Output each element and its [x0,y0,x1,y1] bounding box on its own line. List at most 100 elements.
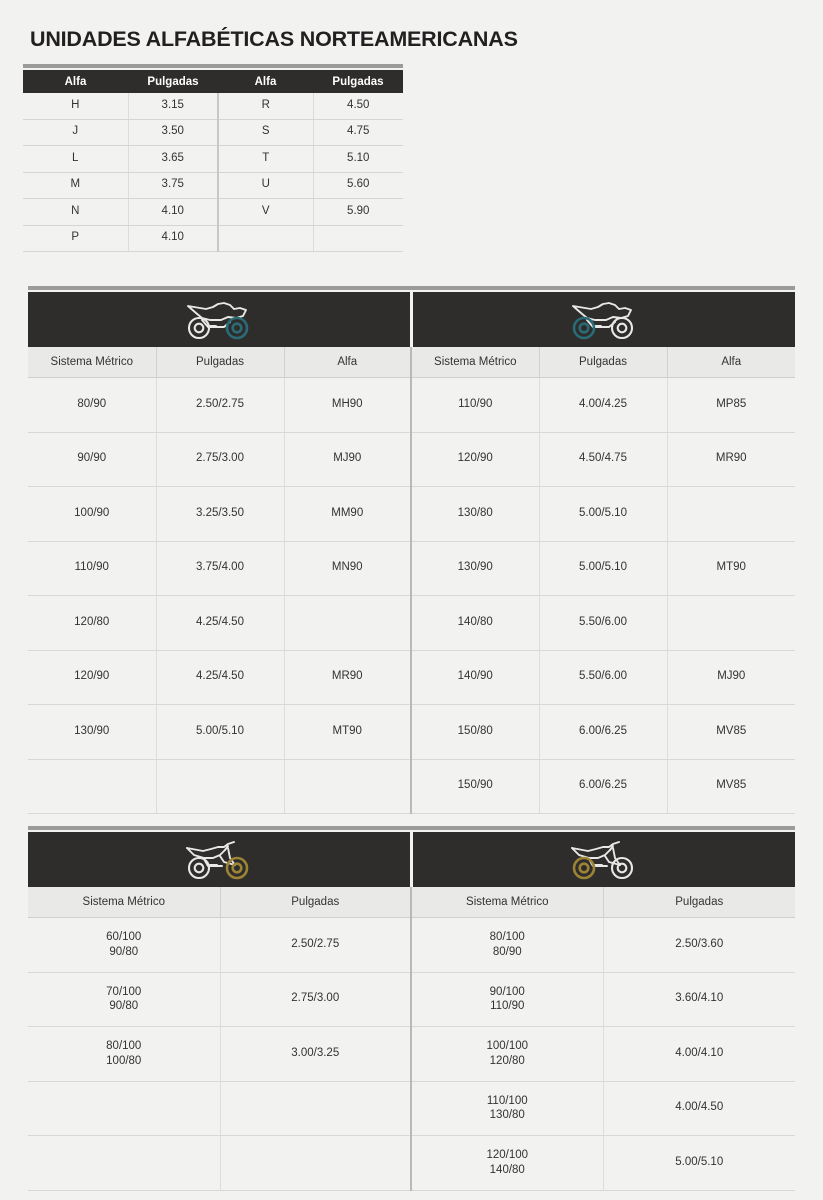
col-header-pulgadas-right: Pulgadas [539,347,668,378]
cell-pulgadas: 3.65 [128,145,219,173]
cell-pulgadas: 4.75 [313,119,403,146]
cell-sistema-metrico: 130/80 [411,486,540,542]
cell-pulgadas: 3.60/4.10 [603,972,795,1027]
cell-alfa: MM90 [284,486,412,542]
cell-pulgadas [156,759,285,814]
cell-alfa: J [23,119,129,146]
cell-sistema-metrico: 80/100 100/80 [28,1026,221,1082]
cell-pulgadas: 5.00/5.10 [539,486,668,542]
cell-sistema-metrico: 150/90 [411,759,540,814]
cell-pulgadas [220,1135,412,1191]
cell-pulgadas: 4.00/4.25 [539,377,668,433]
cell-sistema-metrico: 110/100 130/80 [411,1081,604,1136]
table-row: 100/90 3.25/3.50 MM90 130/80 5.00/5.10 [28,486,795,542]
motorcycle-sport-rear-wheel-icon [28,292,411,347]
cell-sistema-metrico [28,1135,221,1191]
table-row: 60/100 90/80 2.50/2.75 80/100 80/90 2.50/3… [28,917,795,973]
sub-header-row: Sistema Métrico Pulgadas Alfa Sistema Mé… [28,347,795,378]
table-row: 110/100 130/80 4.00/4.50 [28,1081,795,1136]
street-bike-table: Sistema Métrico Pulgadas Alfa Sistema Mé… [28,292,795,814]
table-row: P 4.10 [23,225,403,252]
cell-pulgadas: 6.00/6.25 [539,704,668,760]
table-row: L 3.65 T 5.10 [23,145,403,173]
cell-pulgadas: 6.00/6.25 [539,759,668,814]
icon-header-row [28,832,795,887]
cell-sistema-metrico: 130/90 [411,541,540,596]
cell-alfa: H [23,93,129,120]
col-header-sistema-metrico-left: Sistema Métrico [28,887,221,918]
cell-alfa: MR90 [667,432,795,487]
dirt-table-top-rule [28,826,795,830]
cell-sistema-metrico: 80/90 [28,377,157,433]
cell-sistema-metrico: 120/80 [28,595,157,651]
cell-alfa: MN90 [284,541,412,596]
table-row: N 4.10 V 5.90 [23,198,403,226]
col-header-pulgadas-left: Pulgadas [220,887,412,918]
table-row: 120/100 140/80 5.00/5.10 [28,1135,795,1191]
cell-sistema-metrico: 150/80 [411,704,540,760]
cell-alfa: M [23,172,129,199]
alpha-units-table: Alfa Pulgadas Alfa Pulgadas H 3.15 R 4.5… [23,70,403,252]
col-header-alfa-left: Alfa [284,347,412,378]
sub-header-row: Sistema Métrico Pulgadas Sistema Métrico… [28,887,795,918]
dirt-table-body: 60/100 90/80 2.50/2.75 80/100 80/90 2.50/3… [28,917,795,1191]
table-row: 80/90 2.50/2.75 MH90 110/90 4.00/4.25 MP… [28,377,795,433]
cell-sistema-metrico: 60/100 90/80 [28,917,221,973]
table-row: 130/90 5.00/5.10 MT90 150/80 6.00/6.25 M… [28,704,795,760]
cell-alfa [284,759,412,814]
cell-alfa: MV85 [667,704,795,760]
cell-alfa: MP85 [667,377,795,433]
table-row: 120/90 4.25/4.50 MR90 140/90 5.50/6.00 M… [28,650,795,705]
street-table-top-rule [28,286,795,290]
table-row: 120/80 4.25/4.50 140/80 5.50/6.00 [28,595,795,651]
cell-sistema-metrico: 120/100 140/80 [411,1135,604,1191]
cell-pulgadas: 5.00/5.10 [156,704,285,760]
table-row: 110/90 3.75/4.00 MN90 130/90 5.00/5.10 M… [28,541,795,596]
cell-pulgadas: 5.10 [313,145,403,173]
cell-pulgadas: 4.50 [313,93,403,120]
cell-pulgadas: 4.10 [128,198,219,226]
cell-pulgadas: 3.50 [128,119,219,146]
cell-alfa: MT90 [284,704,412,760]
cell-pulgadas: 3.75 [128,172,219,199]
motorcycle-sport-front-wheel-icon [409,292,795,347]
cell-sistema-metrico: 90/90 [28,432,157,487]
cell-pulgadas [313,225,403,252]
cell-alfa: MR90 [284,650,412,705]
cell-pulgadas: 5.60 [313,172,403,199]
col-header-alfa-1: Alfa [23,70,128,93]
motorcycle-dirt-rear-wheel-icon [28,832,411,887]
cell-alfa: MV85 [667,759,795,814]
cell-pulgadas: 3.75/4.00 [156,541,285,596]
cell-alfa [667,486,795,542]
cell-pulgadas: 5.00/5.10 [539,541,668,596]
cell-sistema-metrico: 100/100 120/80 [411,1026,604,1082]
cell-alfa: MH90 [284,377,412,433]
col-header-pulgadas-right: Pulgadas [603,887,795,918]
cell-pulgadas: 3.15 [128,93,219,120]
cell-pulgadas: 2.50/3.60 [603,917,795,973]
table-row: 90/90 2.75/3.00 MJ90 120/90 4.50/4.75 MR… [28,432,795,487]
cell-alfa: MT90 [667,541,795,596]
cell-alfa: V [218,198,314,226]
cell-alfa [284,595,412,651]
street-table-body: 80/90 2.50/2.75 MH90 110/90 4.00/4.25 MP… [28,377,795,814]
col-header-pulgadas-2: Pulgadas [313,70,403,93]
cell-pulgadas: 3.25/3.50 [156,486,285,542]
cell-sistema-metrico: 70/100 90/80 [28,972,221,1027]
cell-pulgadas: 5.00/5.10 [603,1135,795,1191]
cell-pulgadas: 5.50/6.00 [539,595,668,651]
cell-sistema-metrico: 120/90 [411,432,540,487]
table-row: M 3.75 U 5.60 [23,172,403,199]
col-header-sistema-metrico-right: Sistema Métrico [411,887,604,918]
table-row: J 3.50 S 4.75 [23,119,403,146]
cell-pulgadas: 2.75/3.00 [156,432,285,487]
table-row: 80/100 100/80 3.00/3.25 100/100 120/80 4.0… [28,1026,795,1082]
cell-pulgadas: 2.50/2.75 [156,377,285,433]
col-header-pulgadas-left: Pulgadas [156,347,285,378]
cell-sistema-metrico: 90/100 110/90 [411,972,604,1027]
icon-header-row [28,292,795,347]
table-row: H 3.15 R 4.50 [23,93,403,120]
cell-sistema-metrico [28,1081,221,1136]
cell-pulgadas: 5.50/6.00 [539,650,668,705]
